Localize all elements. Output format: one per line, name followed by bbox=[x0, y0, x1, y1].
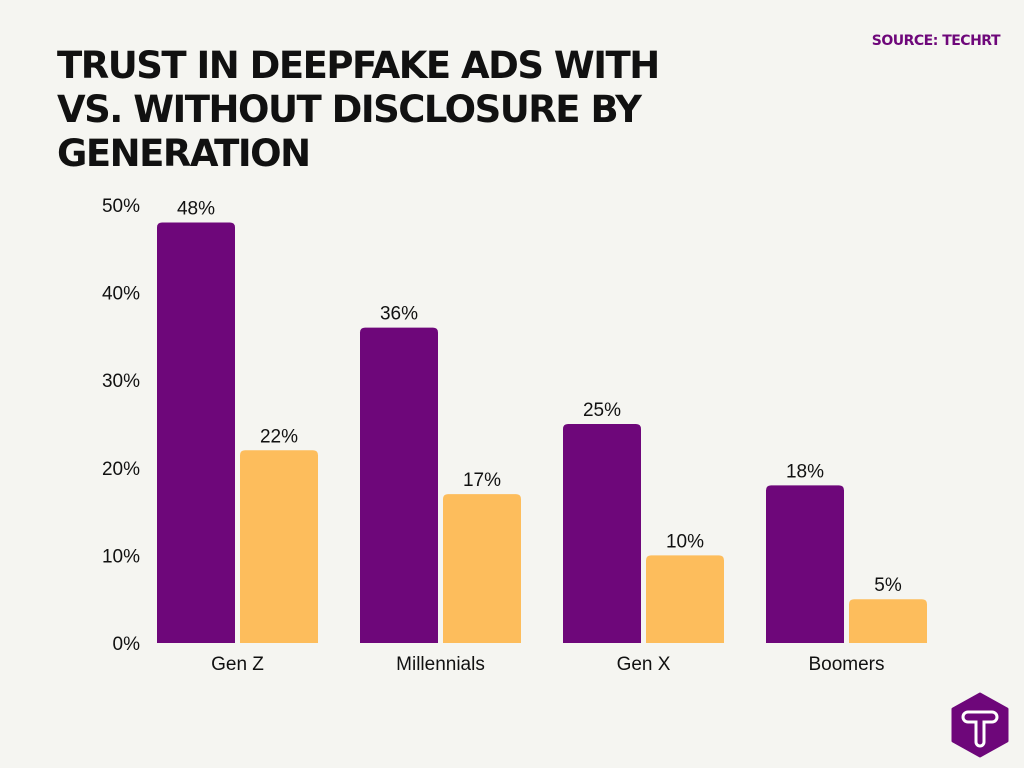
data-label: 5% bbox=[874, 575, 902, 596]
bar bbox=[766, 485, 844, 643]
x-tick-label: Gen X bbox=[617, 654, 671, 675]
bar bbox=[360, 327, 438, 643]
data-label: 10% bbox=[666, 531, 704, 552]
data-label: 17% bbox=[463, 470, 501, 491]
source-label: SOURCE: TECHRT bbox=[871, 33, 1001, 49]
bar bbox=[563, 424, 641, 643]
data-label: 22% bbox=[260, 426, 298, 447]
techrt-logo-icon bbox=[951, 692, 1009, 758]
data-label: 48% bbox=[177, 199, 215, 220]
y-tick-label: 40% bbox=[102, 284, 140, 305]
x-tick-label: Millennials bbox=[396, 654, 485, 675]
chart-title: Trust in deepfake ads with vs. without d… bbox=[57, 44, 660, 175]
y-tick-label: 10% bbox=[102, 546, 140, 567]
x-tick-label: Gen Z bbox=[211, 654, 264, 675]
bar bbox=[240, 450, 318, 643]
y-tick-label: 0% bbox=[113, 634, 141, 655]
bar bbox=[443, 494, 521, 643]
data-label: 18% bbox=[786, 461, 824, 482]
data-label: 25% bbox=[583, 400, 621, 421]
y-tick-label: 20% bbox=[102, 459, 140, 480]
x-tick-label: Boomers bbox=[808, 654, 884, 675]
bar bbox=[646, 555, 724, 643]
y-tick-label: 50% bbox=[102, 196, 140, 217]
y-tick-label: 30% bbox=[102, 371, 140, 392]
bar bbox=[157, 222, 235, 643]
data-label: 36% bbox=[380, 304, 418, 325]
bar bbox=[849, 599, 927, 643]
